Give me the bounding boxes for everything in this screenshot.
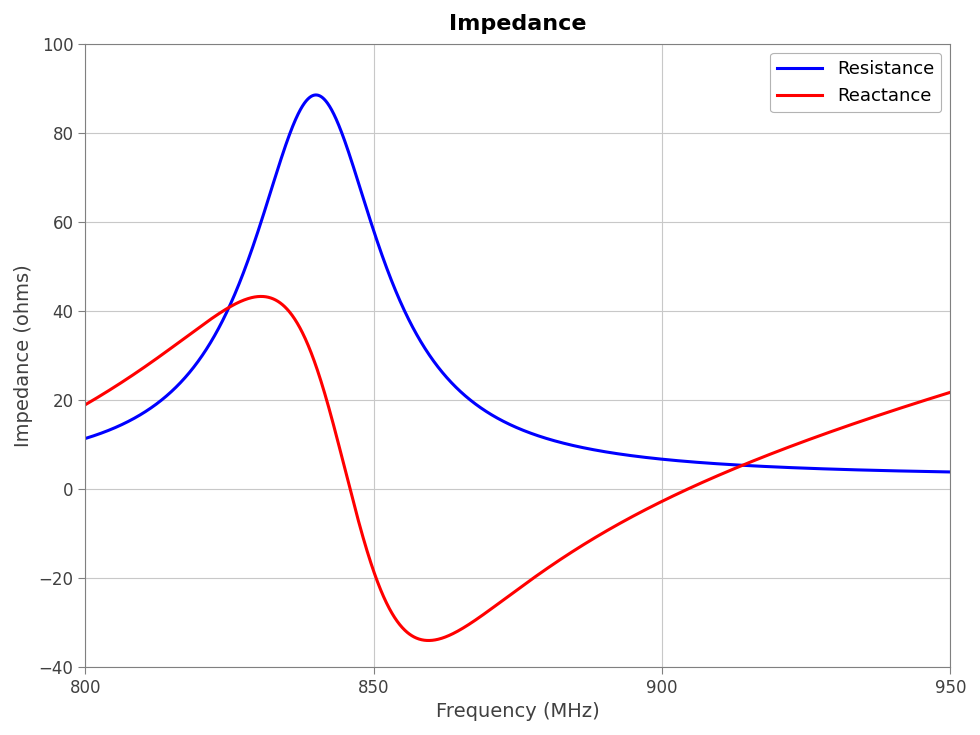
- Reactance: [422, 636, 434, 645]
- Reactance: [229, 300, 241, 309]
- Line: Reactance: Reactance: [85, 296, 951, 640]
- Reactance: [412, 634, 423, 643]
- Reactance: [449, 628, 461, 637]
- Resistance: [79, 434, 91, 443]
- Y-axis label: Impedance (ohms): Impedance (ohms): [14, 264, 33, 447]
- Reactance: [945, 388, 956, 397]
- Resistance: [178, 375, 190, 384]
- Reactance: [928, 393, 940, 402]
- Title: Impedance: Impedance: [449, 14, 587, 34]
- Resistance: [835, 465, 847, 474]
- Reactance: [835, 424, 847, 433]
- Reactance: [255, 292, 267, 301]
- Resistance: [449, 381, 461, 390]
- Resistance: [412, 331, 423, 340]
- Reactance: [79, 401, 91, 409]
- Legend: Resistance, Reactance: Resistance, Reactance: [770, 53, 942, 112]
- Resistance: [310, 90, 321, 99]
- Line: Resistance: Resistance: [85, 95, 951, 472]
- Reactance: [178, 334, 190, 343]
- Resistance: [945, 467, 956, 476]
- X-axis label: Frequency (MHz): Frequency (MHz): [436, 702, 600, 721]
- Resistance: [928, 467, 940, 476]
- Resistance: [229, 289, 241, 298]
